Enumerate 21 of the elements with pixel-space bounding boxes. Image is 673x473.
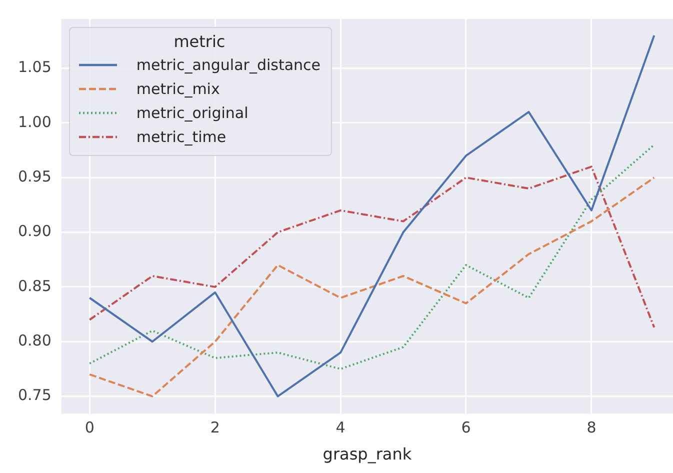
y-tick-label: 0.95	[18, 167, 52, 186]
x-tick-label: 8	[586, 418, 596, 437]
x-tick-label: 0	[84, 418, 94, 437]
y-tick-label: 0.90	[18, 222, 52, 240]
line-series	[88, 166, 656, 328]
x-axis-title: grasp_rank	[322, 444, 412, 464]
y-tick-label: 0.85	[18, 276, 52, 295]
y-tick-label: 1.05	[18, 58, 52, 76]
y-tick-label: 0.75	[18, 386, 52, 404]
x-tick-label: 2	[210, 418, 220, 437]
x-tick-label: 6	[461, 418, 471, 437]
legend-title: metric	[172, 32, 226, 51]
line-series	[88, 176, 656, 398]
legend-label: metric_angular_distance	[136, 56, 321, 74]
legend-label: metric_original	[136, 104, 248, 122]
line-series	[88, 144, 656, 370]
legend-label: metric_mix	[136, 80, 220, 98]
x-tick-label: 4	[336, 418, 346, 437]
y-tick-label: 1.00	[18, 112, 52, 131]
y-tick-label: 0.80	[18, 332, 52, 350]
legend-label: metric_time	[136, 128, 226, 146]
